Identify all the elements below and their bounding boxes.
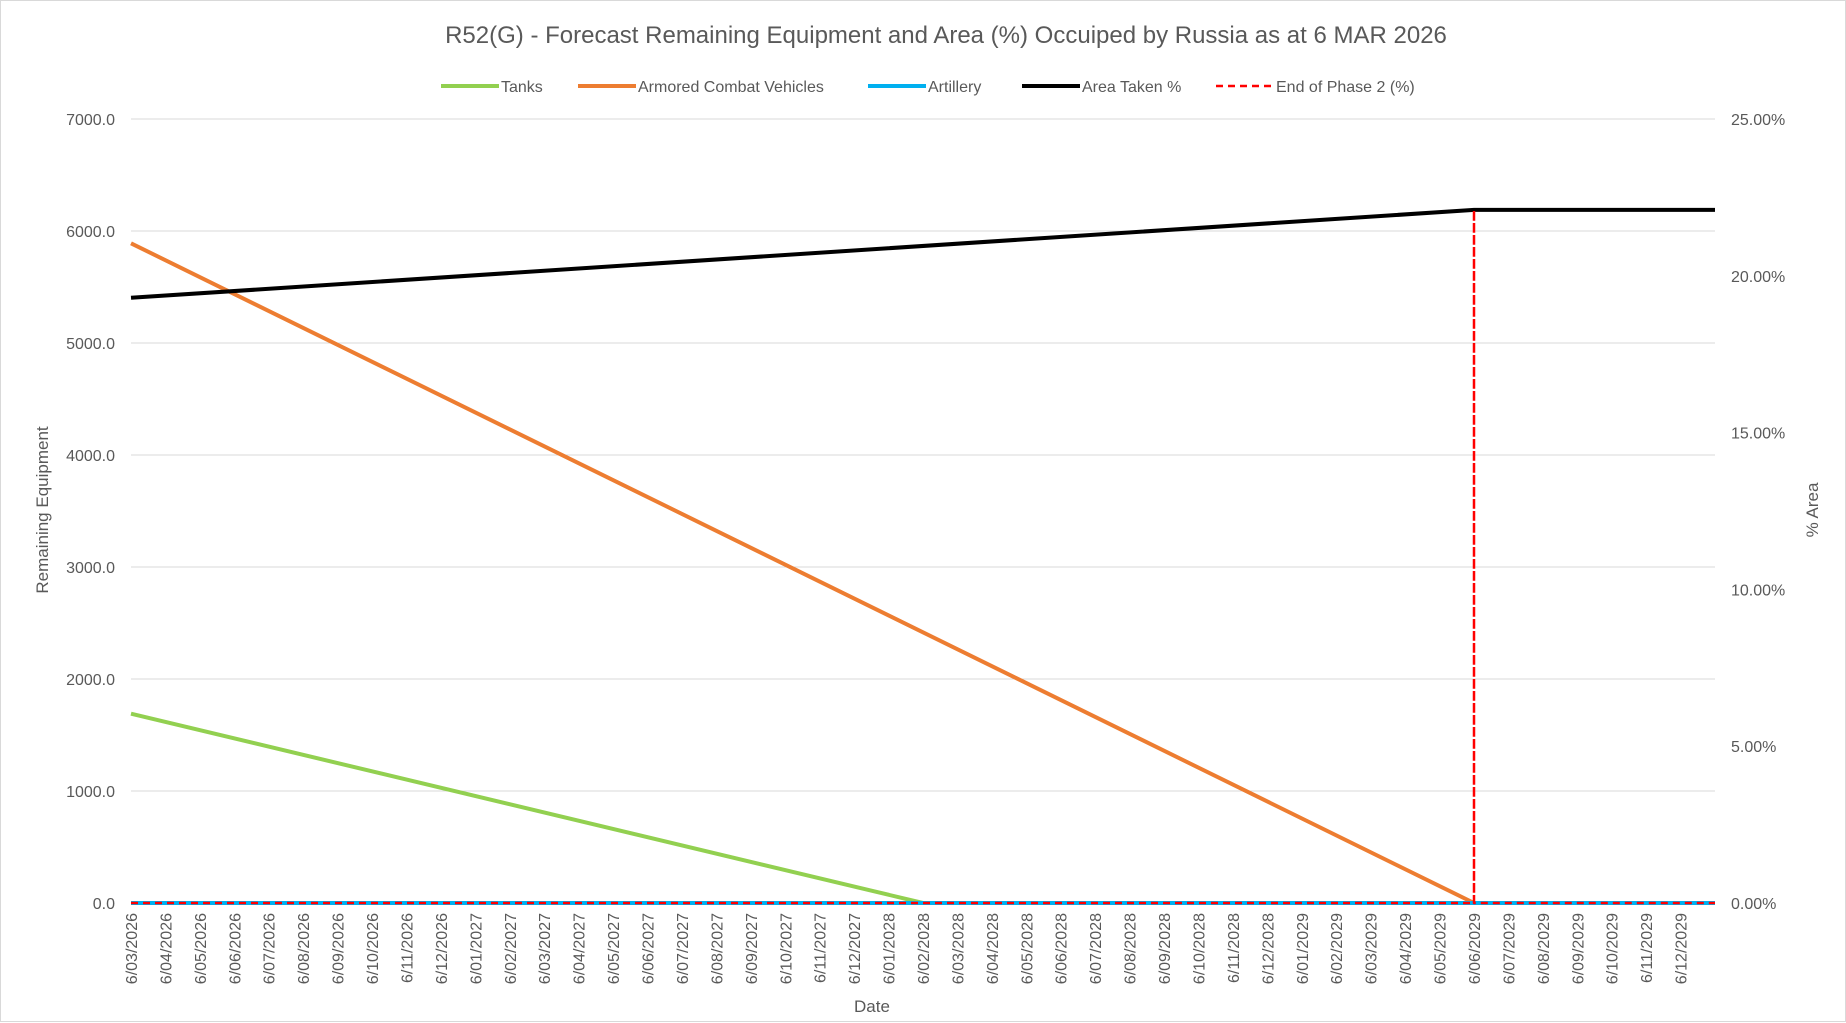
series-layer (130, 207, 1715, 905)
x-axis-title: Date (854, 997, 890, 1016)
x-tick-label: 6/05/2027 (606, 913, 623, 984)
x-tick-label: 6/03/2026 (124, 913, 141, 984)
y2-tick-label: 15.00% (1731, 426, 1785, 443)
y-tick-label: 0.0 (93, 896, 115, 913)
x-tick-label: 6/03/2027 (537, 913, 554, 984)
x-tick-label: 6/10/2026 (365, 913, 382, 984)
x-tick-label: 6/05/2028 (1019, 913, 1036, 984)
y-tick-label: 7000.0 (66, 112, 115, 129)
legend-label: Armored Combat Vehicles (638, 79, 824, 96)
x-tick-label: 6/06/2027 (641, 913, 658, 984)
y2-tick-label: 20.00% (1731, 269, 1785, 286)
x-tick-label: 6/12/2027 (847, 913, 864, 984)
y-tick-label: 5000.0 (66, 336, 115, 353)
y2-axis-title: % Area (1803, 482, 1822, 537)
series-line (130, 711, 1715, 905)
y-axis-right: 0.00% 5.00% 10.00% 15.00% 20.00% 25.00% (1731, 112, 1785, 913)
x-tick-label: 6/02/2027 (503, 913, 520, 984)
x-tick-label: 6/12/2029 (1674, 913, 1691, 984)
x-tick-label: 6/09/2028 (1157, 913, 1174, 984)
gridlines (131, 118, 1715, 904)
x-tick-label: 6/03/2029 (1364, 913, 1381, 984)
x-tick-label: 6/04/2029 (1398, 913, 1415, 984)
x-tick-label: 6/10/2028 (1191, 913, 1208, 984)
x-tick-label: 6/05/2029 (1433, 913, 1450, 984)
x-tick-label: 6/07/2027 (675, 913, 692, 984)
x-tick-label: 6/01/2029 (1295, 913, 1312, 984)
x-tick-label: 6/04/2027 (572, 913, 589, 984)
x-tick-label: 6/10/2027 (778, 913, 795, 984)
x-tick-label: 6/11/2027 (813, 913, 830, 983)
legend-label: End of Phase 2 (%) (1276, 79, 1415, 96)
x-tick-label: 6/12/2026 (434, 913, 451, 984)
x-tick-label: 6/08/2028 (1123, 913, 1140, 984)
chart-title: R52(G) - Forecast Remaining Equipment an… (445, 22, 1447, 49)
x-tick-label: 6/07/2026 (262, 913, 279, 984)
x-tick-label: 6/04/2028 (985, 913, 1002, 984)
series-line (130, 241, 1715, 905)
x-tick-label: 6/11/2028 (1226, 913, 1243, 983)
x-tick-label: 6/09/2026 (331, 913, 348, 984)
x-tick-label: 6/02/2028 (916, 913, 933, 984)
y-tick-label: 6000.0 (66, 224, 115, 241)
x-tick-label: 6/06/2028 (1054, 913, 1071, 984)
y2-tick-label: 10.00% (1731, 582, 1785, 599)
x-tick-label: 6/11/2029 (1639, 913, 1656, 983)
y2-tick-label: 0.00% (1731, 896, 1776, 913)
x-tick-label: 6/08/2027 (709, 913, 726, 984)
x-tick-label: 6/03/2028 (950, 913, 967, 984)
legend-label: Tanks (501, 79, 543, 96)
legend: Tanks Armored Combat Vehicles Artillery Are… (441, 79, 1415, 96)
legend-label: Artillery (928, 79, 981, 96)
series-line (130, 207, 1715, 300)
x-tick-label: 6/07/2028 (1088, 913, 1105, 984)
x-tick-label: 6/08/2026 (296, 913, 313, 984)
x-tick-label: 6/02/2029 (1329, 913, 1346, 984)
legend-label: Area Taken % (1082, 79, 1181, 96)
x-tick-label: 6/09/2029 (1570, 913, 1587, 984)
y-tick-label: 2000.0 (66, 672, 115, 689)
y-tick-label: 3000.0 (66, 560, 115, 577)
y-tick-label: 1000.0 (66, 784, 115, 801)
x-tick-label: 6/08/2029 (1536, 913, 1553, 984)
x-tick-label: 6/01/2027 (468, 913, 485, 984)
y2-tick-label: 5.00% (1731, 739, 1776, 756)
x-axis: 6/03/2026 6/04/2026 6/05/2026 6/06/2026 6/07… (124, 913, 1691, 984)
x-tick-label: 6/04/2026 (158, 913, 175, 984)
x-tick-label: 6/06/2029 (1467, 913, 1484, 984)
x-tick-label: 6/11/2026 (399, 913, 416, 983)
y-axis-title: Remaining Equipment (33, 426, 52, 594)
x-tick-label: 6/09/2027 (744, 913, 761, 984)
x-tick-label: 6/01/2028 (882, 913, 899, 984)
x-tick-label: 6/10/2029 (1605, 913, 1622, 984)
x-tick-label: 6/05/2026 (193, 913, 210, 984)
y2-tick-label: 25.00% (1731, 112, 1785, 129)
y-axis-left: 0.0 1000.0 2000.0 3000.0 4000.0 5000.0 6000.0 7… (66, 112, 115, 913)
x-tick-label: 6/07/2029 (1501, 913, 1518, 984)
x-tick-label: 6/12/2028 (1260, 913, 1277, 984)
x-tick-label: 6/06/2026 (227, 913, 244, 984)
series-line (131, 208, 1715, 905)
y-tick-label: 4000.0 (66, 448, 115, 465)
